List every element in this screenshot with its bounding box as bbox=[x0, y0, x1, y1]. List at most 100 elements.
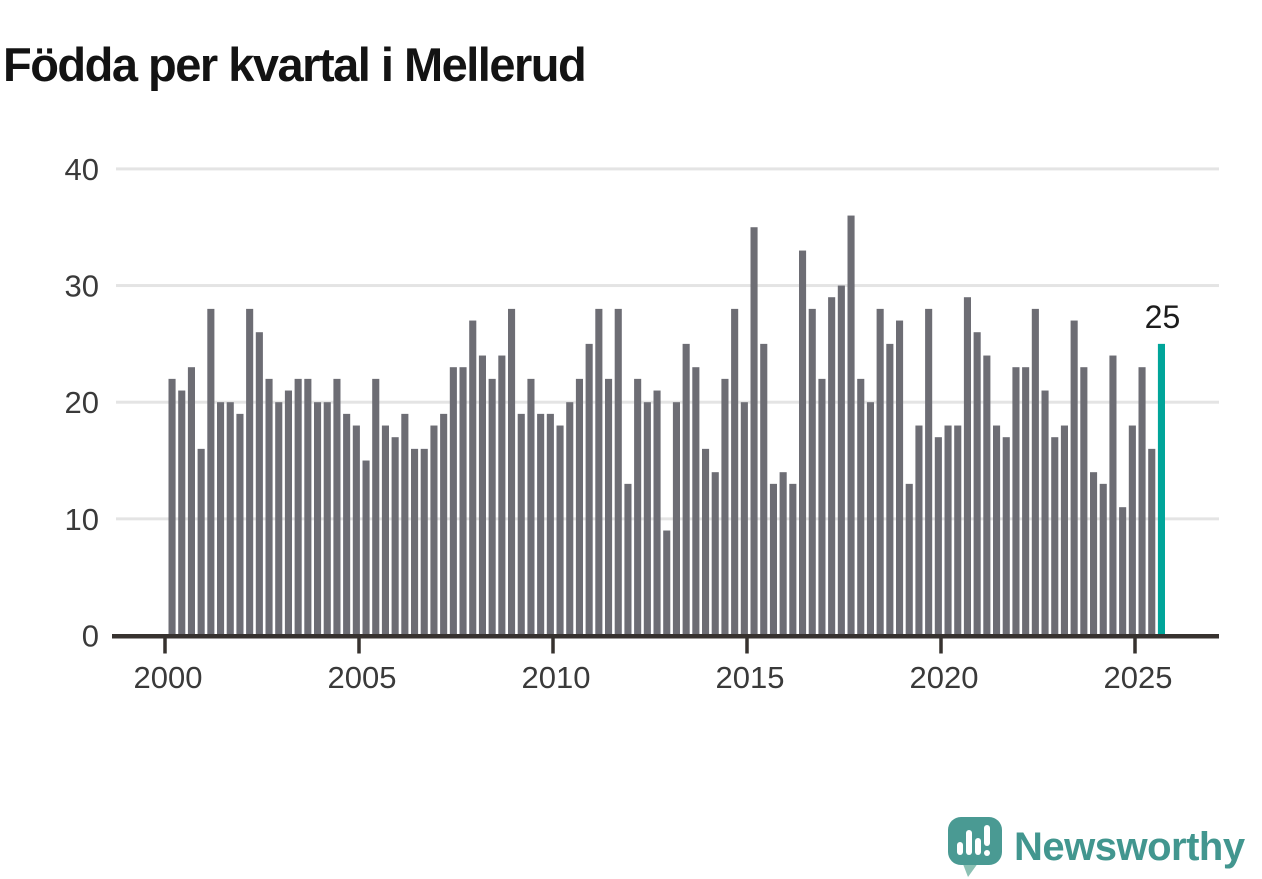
newsworthy-speech-bubble-chart-icon bbox=[948, 816, 1002, 877]
y-tick-label-30: 30 bbox=[65, 269, 99, 304]
bar bbox=[197, 448, 205, 636]
bar bbox=[178, 390, 186, 636]
bar bbox=[430, 425, 438, 636]
bar bbox=[808, 308, 816, 636]
x-tick-2015 bbox=[745, 638, 749, 654]
bar bbox=[508, 308, 516, 636]
bar bbox=[537, 413, 545, 636]
page-title: Födda per kvartal i Mellerud bbox=[3, 38, 587, 92]
bar bbox=[818, 378, 826, 636]
newsworthy-logo: Newsworthy bbox=[948, 816, 1260, 878]
bar bbox=[915, 425, 923, 636]
bar bbox=[934, 437, 942, 636]
x-tick-2000 bbox=[163, 638, 167, 654]
bar bbox=[488, 378, 496, 636]
bar bbox=[740, 402, 748, 636]
bar bbox=[653, 390, 661, 636]
bar bbox=[284, 390, 292, 636]
bar bbox=[575, 378, 583, 636]
bar bbox=[731, 308, 739, 636]
bar bbox=[963, 297, 971, 636]
x-tick-label-2010: 2010 bbox=[522, 660, 591, 695]
x-tick-label-2005: 2005 bbox=[328, 660, 397, 695]
bar bbox=[469, 320, 477, 636]
bar bbox=[721, 378, 729, 636]
y-tick-label-40: 40 bbox=[65, 152, 99, 187]
bar bbox=[769, 483, 777, 636]
bar bbox=[449, 367, 457, 636]
bar bbox=[760, 343, 768, 636]
bar bbox=[605, 378, 613, 636]
bar bbox=[1031, 308, 1039, 636]
y-tick-label-20: 20 bbox=[65, 385, 99, 420]
bar bbox=[498, 355, 506, 636]
bar bbox=[1002, 437, 1010, 636]
bar bbox=[343, 413, 351, 636]
bar bbox=[672, 402, 680, 636]
x-tick-label-2020: 2020 bbox=[910, 660, 979, 695]
bar bbox=[702, 448, 710, 636]
bar bbox=[1060, 425, 1068, 636]
bar bbox=[275, 402, 283, 636]
bar bbox=[323, 402, 331, 636]
bar bbox=[294, 378, 302, 636]
gridline-y-40 bbox=[116, 167, 1219, 171]
bar bbox=[411, 448, 419, 636]
bar bbox=[857, 378, 865, 636]
x-tick-2020 bbox=[939, 638, 943, 654]
bar bbox=[1070, 320, 1078, 636]
bar bbox=[1109, 355, 1117, 636]
bar bbox=[944, 425, 952, 636]
bar bbox=[459, 367, 467, 636]
bar bbox=[391, 437, 399, 636]
bar bbox=[993, 425, 1001, 636]
bar bbox=[614, 308, 622, 636]
bar bbox=[217, 402, 225, 636]
bar bbox=[925, 308, 933, 636]
bar bbox=[789, 483, 797, 636]
bar bbox=[799, 250, 807, 636]
bar bbox=[1128, 425, 1136, 636]
bar bbox=[236, 413, 244, 636]
x-axis-line bbox=[112, 634, 1219, 639]
bar bbox=[692, 367, 700, 636]
bar bbox=[828, 297, 836, 636]
bar bbox=[973, 332, 981, 636]
bar bbox=[585, 343, 593, 636]
bar bbox=[372, 378, 380, 636]
bar bbox=[527, 378, 535, 636]
bar bbox=[1090, 472, 1098, 636]
bar bbox=[556, 425, 564, 636]
bar bbox=[896, 320, 904, 636]
bar-chart: 0 10 20 30 40 2000 2005 2010 2015 2020 2025 25 bbox=[65, 152, 1219, 695]
bar bbox=[1051, 437, 1059, 636]
bar bbox=[983, 355, 991, 636]
bar bbox=[1012, 367, 1020, 636]
x-tick-label-2015: 2015 bbox=[716, 660, 785, 695]
bar bbox=[595, 308, 603, 636]
bar bbox=[837, 285, 845, 636]
bar bbox=[255, 332, 263, 636]
bar bbox=[1080, 367, 1088, 636]
bar bbox=[381, 425, 389, 636]
bar bbox=[847, 215, 855, 636]
bar bbox=[187, 367, 195, 636]
bar bbox=[1041, 390, 1049, 636]
bar bbox=[876, 308, 884, 636]
bar bbox=[1022, 367, 1030, 636]
bar bbox=[643, 402, 651, 636]
x-tick-2010 bbox=[551, 638, 555, 654]
bar bbox=[1138, 367, 1146, 636]
bar bbox=[517, 413, 525, 636]
y-tick-label-0: 0 bbox=[82, 619, 99, 654]
gridline-y-10 bbox=[116, 517, 1219, 521]
bar bbox=[663, 530, 671, 636]
gridline-y-20 bbox=[116, 400, 1219, 404]
bar bbox=[352, 425, 360, 636]
bar bbox=[226, 402, 234, 636]
bar bbox=[634, 378, 642, 636]
newsworthy-logo-text: Newsworthy bbox=[1014, 824, 1245, 869]
bar bbox=[566, 402, 574, 636]
bar bbox=[207, 308, 215, 636]
bar bbox=[624, 483, 632, 636]
